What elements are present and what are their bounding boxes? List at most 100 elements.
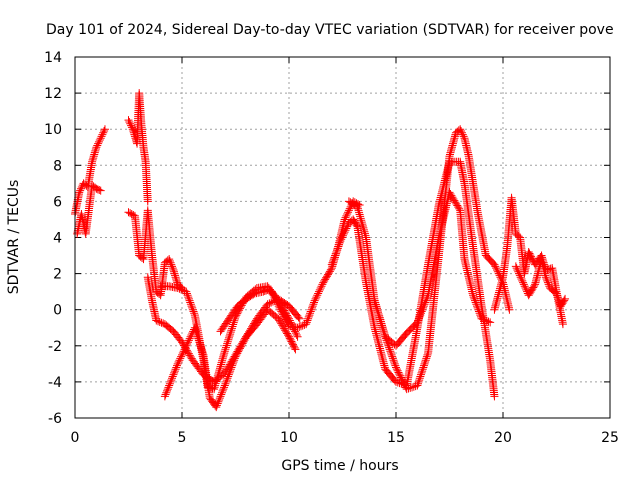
data-point [318, 280, 327, 289]
data-point [187, 354, 196, 363]
data-point [387, 350, 396, 359]
data-point [486, 318, 495, 327]
data-point [376, 317, 385, 326]
data-point [379, 327, 388, 336]
data-point [221, 379, 230, 388]
data-point [472, 300, 481, 309]
data-point [394, 368, 403, 377]
data-point [422, 294, 431, 303]
data-point [222, 377, 231, 386]
data-point [471, 298, 480, 307]
data-point [419, 303, 428, 312]
data-point [421, 358, 430, 367]
data-point [172, 276, 181, 285]
data-point [227, 363, 236, 372]
data-point [197, 345, 206, 354]
data-point [421, 296, 430, 305]
data-point [215, 366, 224, 375]
data-point [164, 383, 173, 392]
data-point [327, 260, 336, 269]
data-point [449, 194, 458, 203]
data-point [124, 208, 133, 217]
data-point [184, 293, 193, 302]
data-point [226, 367, 235, 376]
data-point [229, 318, 238, 327]
data-point [191, 325, 200, 334]
data-point [455, 204, 464, 213]
data-point [505, 305, 514, 314]
data-point [222, 376, 231, 385]
data-point [338, 231, 347, 240]
data-point [228, 359, 237, 368]
data-point [396, 373, 405, 382]
data-point [218, 386, 227, 395]
data-point [302, 318, 311, 327]
data-point [166, 258, 175, 267]
data-point [223, 339, 232, 348]
data-point [553, 291, 562, 300]
data-point [419, 363, 428, 372]
data-point [214, 369, 223, 378]
data-point [170, 269, 179, 278]
data-point [419, 302, 428, 311]
data-point [277, 307, 286, 316]
data-point [293, 332, 302, 341]
data-point [490, 260, 499, 269]
data-point [165, 256, 174, 265]
data-point [361, 231, 370, 240]
data-point [522, 285, 531, 294]
data-point [332, 247, 341, 256]
data-point [493, 292, 502, 301]
data-point [381, 334, 390, 343]
data-point [213, 371, 222, 380]
data-point [224, 333, 233, 342]
data-point [311, 294, 320, 303]
data-point [451, 198, 460, 207]
data-point [333, 244, 342, 253]
y-tick-label: 8 [53, 158, 62, 174]
data-point [392, 377, 400, 386]
data-point [471, 296, 480, 305]
data-point [191, 327, 200, 336]
data-point [561, 294, 570, 303]
data-point [167, 260, 176, 269]
data-point [184, 294, 193, 303]
data-point [520, 282, 529, 291]
data-point [276, 318, 285, 327]
data-point [76, 184, 85, 193]
data-point [238, 339, 247, 348]
data-point [457, 127, 466, 136]
data-point [272, 296, 281, 305]
data-point [372, 304, 381, 313]
data-point [220, 347, 229, 356]
data-point [456, 125, 465, 134]
x-tick-label: 5 [178, 430, 187, 446]
data-point [313, 291, 322, 300]
data-point [194, 334, 203, 343]
data-point [213, 373, 222, 382]
data-point [290, 343, 299, 352]
data-point [225, 368, 234, 377]
data-point [304, 314, 313, 323]
data-point [97, 132, 106, 141]
data-point [373, 306, 382, 315]
data-point [162, 388, 171, 397]
data-point [232, 350, 241, 359]
data-point [511, 262, 520, 271]
data-point [265, 299, 274, 308]
data-point [519, 280, 528, 289]
data-point [282, 327, 291, 336]
data-point [413, 318, 422, 327]
data-point [417, 307, 426, 316]
data-point [193, 332, 202, 341]
data-point [277, 319, 286, 328]
data-point [218, 354, 227, 363]
data-point [543, 276, 552, 285]
data-point [220, 349, 229, 358]
data-point [475, 309, 484, 318]
data-point [100, 125, 109, 134]
data-point [393, 366, 402, 375]
data-point [476, 311, 485, 320]
data-point [226, 330, 235, 339]
data-point [495, 286, 504, 295]
